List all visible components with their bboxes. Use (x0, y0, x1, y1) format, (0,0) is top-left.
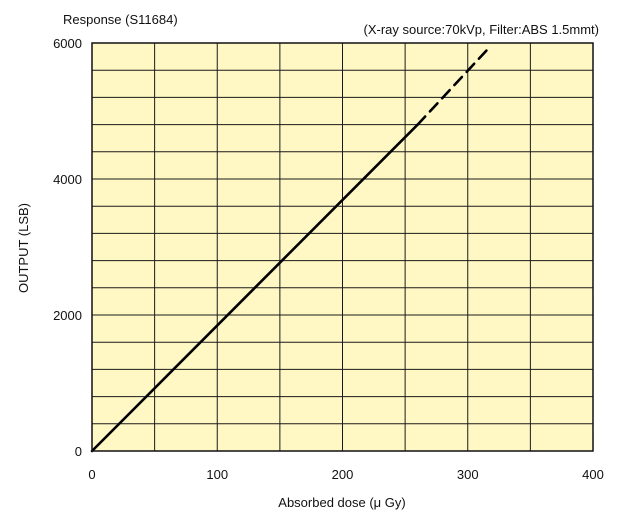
y-axis-label: OUTPUT (LSB) (16, 203, 31, 293)
y-tick-label: 0 (75, 444, 82, 459)
y-tick-label: 4000 (53, 172, 82, 187)
response-line-extrapolated (416, 45, 492, 126)
y-tick-label: 6000 (53, 36, 82, 51)
chart-subtitle: (X-ray source:70kVp, Filter:ABS 1.5mmt) (363, 22, 599, 37)
x-tick-label: 300 (457, 467, 479, 482)
x-tick-labels: 0 100 200 300 400 (88, 467, 603, 482)
x-axis-label: Absorbed dose (μ Gy) (278, 495, 405, 510)
x-tick-label: 200 (332, 467, 354, 482)
y-tick-label: 2000 (53, 308, 82, 323)
x-tick-label: 100 (206, 467, 228, 482)
series-group (90, 45, 492, 453)
response-line (90, 123, 420, 453)
x-tick-label: 0 (88, 467, 95, 482)
x-tick-label: 400 (582, 467, 604, 482)
plot-frame (91, 42, 594, 452)
y-tick-labels: 0 2000 4000 6000 (53, 36, 82, 459)
grid-lines (92, 43, 593, 451)
chart-title: Response (S11684) (63, 12, 178, 27)
